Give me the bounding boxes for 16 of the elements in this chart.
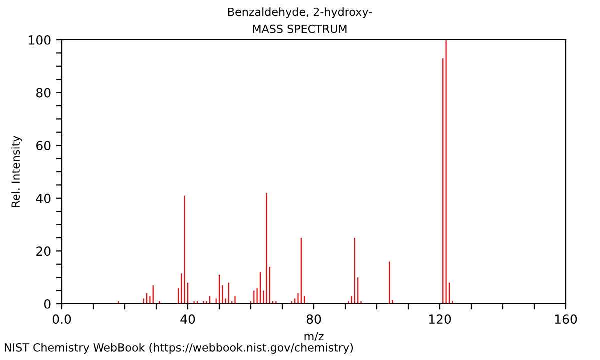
- y-tick-label: 60: [36, 141, 51, 151]
- x-tick-label: 40: [180, 314, 196, 324]
- y-axis-title: Rel. Intensity: [11, 136, 22, 208]
- x-tick-label: 0.0: [52, 314, 72, 324]
- y-tick-label: 40: [36, 194, 51, 204]
- x-axis-title: m/z: [304, 332, 324, 342]
- x-tick-label: 120: [429, 314, 452, 324]
- x-tick-label: 80: [306, 314, 322, 324]
- y-tick-label: 80: [36, 88, 51, 98]
- x-tick-label: 160: [555, 314, 578, 324]
- chart-subtitle: MASS SPECTRUM: [253, 24, 347, 34]
- text: NIST Chemistry WebBook (https://webbook.nist.gov/chemistry): [5, 343, 354, 354]
- y-tick-label: 100: [29, 35, 51, 45]
- y-tick-label: 20: [36, 246, 51, 256]
- chart-title: Benzaldehyde, 2-hydroxy-: [228, 8, 372, 18]
- y-tick-label: 0: [44, 299, 51, 309]
